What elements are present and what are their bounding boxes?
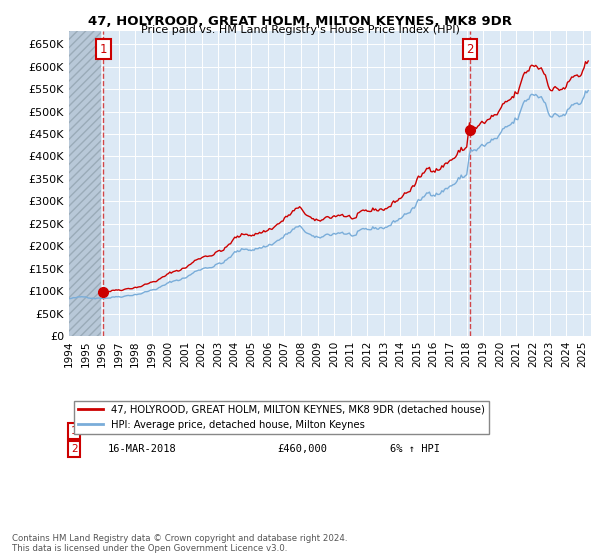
Text: 18% ↑ HPI: 18% ↑ HPI: [390, 426, 446, 436]
Text: Contains HM Land Registry data © Crown copyright and database right 2024.
This d: Contains HM Land Registry data © Crown c…: [12, 534, 347, 553]
Text: Price paid vs. HM Land Registry's House Price Index (HPI): Price paid vs. HM Land Registry's House …: [140, 25, 460, 35]
Text: 2: 2: [71, 444, 77, 454]
Text: 1: 1: [71, 426, 77, 436]
Text: 47, HOLYROOD, GREAT HOLM, MILTON KEYNES, MK8 9DR: 47, HOLYROOD, GREAT HOLM, MILTON KEYNES,…: [88, 15, 512, 27]
Text: £98,500: £98,500: [278, 426, 322, 436]
Text: 2: 2: [466, 43, 474, 55]
Text: £460,000: £460,000: [278, 444, 328, 454]
Text: 16-MAR-2018: 16-MAR-2018: [108, 444, 177, 454]
Text: 1: 1: [100, 43, 107, 55]
Bar: [69, 31, 101, 336]
Text: 6% ↑ HPI: 6% ↑ HPI: [390, 444, 440, 454]
Text: 29-JAN-1996: 29-JAN-1996: [108, 426, 177, 436]
Legend: 47, HOLYROOD, GREAT HOLM, MILTON KEYNES, MK8 9DR (detached house), HPI: Average : 47, HOLYROOD, GREAT HOLM, MILTON KEYNES,…: [74, 400, 489, 433]
